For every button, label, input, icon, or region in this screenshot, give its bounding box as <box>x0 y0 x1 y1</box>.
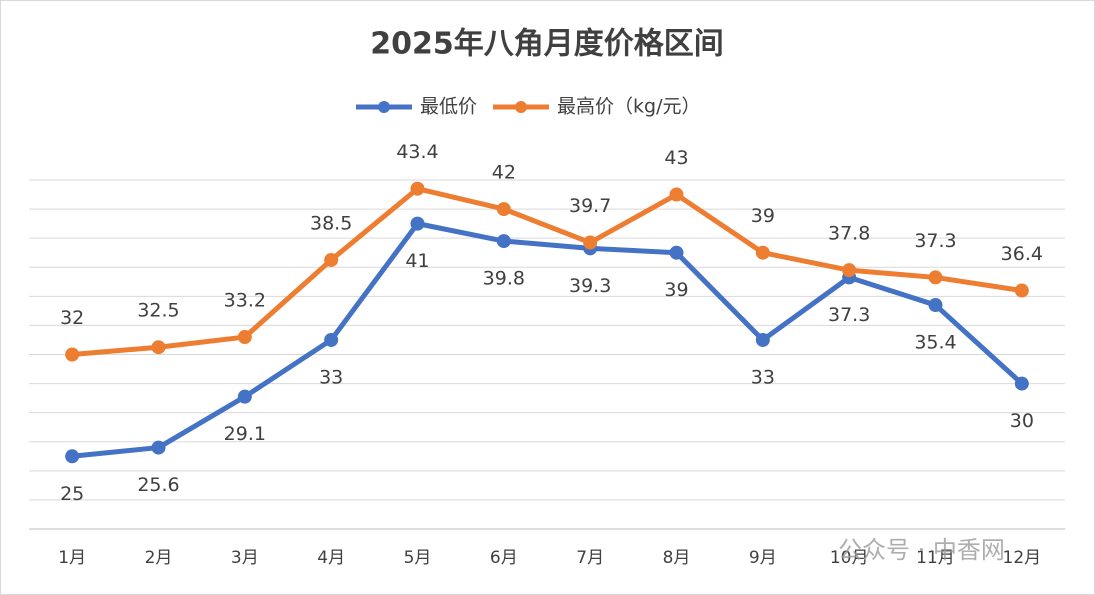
data-label: 43 <box>664 147 688 169</box>
data-label: 33 <box>751 366 775 388</box>
data-point <box>237 330 252 345</box>
data-point <box>496 202 511 217</box>
data-point <box>755 332 770 347</box>
x-tick-label: 1月 <box>58 548 86 568</box>
data-label: 25 <box>60 483 84 505</box>
data-point <box>410 181 425 196</box>
data-label: 36.4 <box>1001 243 1043 265</box>
data-point <box>496 234 511 249</box>
data-point <box>583 235 598 250</box>
x-tick-label: 10月 <box>830 548 869 568</box>
data-label: 33 <box>319 366 343 388</box>
legend-marker <box>378 101 390 113</box>
x-tick-label: 6月 <box>490 548 518 568</box>
x-tick-label: 2月 <box>145 548 173 568</box>
data-label: 32.5 <box>137 300 179 322</box>
data-point <box>1014 283 1029 298</box>
x-tick-label: 3月 <box>231 548 259 568</box>
x-tick-label: 8月 <box>663 548 691 568</box>
data-point <box>410 216 425 231</box>
data-point <box>324 252 339 267</box>
x-tick-label: 7月 <box>576 548 604 568</box>
data-label: 43.4 <box>396 141 438 163</box>
data-point <box>151 340 166 355</box>
legend-label: 最低价 <box>420 96 477 118</box>
series-line <box>71 221 1024 459</box>
x-tick-label: 12月 <box>1003 548 1042 568</box>
data-point <box>669 187 684 202</box>
data-point <box>928 270 943 285</box>
data-label: 42 <box>492 162 516 184</box>
data-point <box>1014 376 1029 391</box>
data-label: 39.7 <box>569 195 611 217</box>
data-label: 32 <box>60 307 84 329</box>
data-label: 35.4 <box>914 332 956 354</box>
legend-label: 最高价（kg/元） <box>557 96 700 118</box>
data-label: 37.3 <box>914 230 956 252</box>
data-label: 37.3 <box>828 304 870 326</box>
chart-title: 2025年八角月度价格区间 <box>370 27 724 62</box>
x-tick-label: 5月 <box>404 548 432 568</box>
data-label: 39.3 <box>569 275 611 297</box>
data-label: 33.2 <box>224 290 266 312</box>
data-point <box>151 440 166 455</box>
data-label: 37.8 <box>828 223 870 245</box>
data-label: 39.8 <box>483 268 525 290</box>
data-point <box>324 332 339 347</box>
legend-marker <box>515 101 528 113</box>
data-label: 30 <box>1010 410 1034 432</box>
x-tick-label: 4月 <box>317 548 345 568</box>
data-label: 41 <box>405 250 429 272</box>
data-label: 38.5 <box>310 212 352 234</box>
data-point <box>669 245 684 260</box>
data-point <box>65 449 80 464</box>
data-label: 39 <box>751 205 775 227</box>
data-label: 29.1 <box>224 423 266 445</box>
data-point <box>755 245 770 260</box>
data-label: 25.6 <box>137 474 179 496</box>
data-point <box>928 298 943 313</box>
data-point <box>65 347 80 362</box>
data-label: 39 <box>664 279 688 301</box>
watermark: 公众号 · 中香网 <box>838 536 1005 564</box>
data-point <box>842 263 857 278</box>
series-line <box>71 186 1023 357</box>
x-tick-label: 11月 <box>916 548 955 568</box>
data-point <box>237 389 252 404</box>
x-tick-label: 9月 <box>749 548 777 568</box>
